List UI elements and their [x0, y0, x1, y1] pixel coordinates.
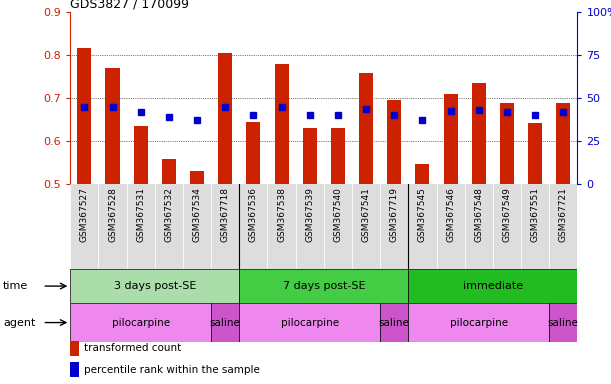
Text: saline: saline [210, 318, 241, 328]
Bar [70, 269, 240, 303]
Bar [70, 184, 98, 269]
Bar [493, 184, 521, 269]
Bar [134, 126, 148, 184]
Bar [268, 184, 296, 269]
Bar [183, 184, 211, 269]
Text: GSM367551: GSM367551 [530, 187, 540, 242]
Bar [380, 303, 408, 342]
Text: GSM367540: GSM367540 [334, 187, 342, 242]
Text: GSM367545: GSM367545 [418, 187, 427, 242]
Bar [240, 184, 268, 269]
Text: GSM367528: GSM367528 [108, 187, 117, 242]
Bar [352, 184, 380, 269]
Bar [415, 164, 430, 184]
Text: GSM367531: GSM367531 [136, 187, 145, 242]
Bar [106, 68, 120, 184]
Bar [408, 269, 577, 303]
Bar [408, 303, 549, 342]
Text: GSM367527: GSM367527 [80, 187, 89, 242]
Bar [70, 303, 211, 342]
Text: GSM367718: GSM367718 [221, 187, 230, 242]
Text: GSM367532: GSM367532 [164, 187, 174, 242]
Text: percentile rank within the sample: percentile rank within the sample [84, 364, 260, 375]
Bar [274, 64, 288, 184]
Text: GDS3827 / 170099: GDS3827 / 170099 [70, 0, 189, 10]
Bar [70, 362, 79, 377]
Text: pilocarpine: pilocarpine [280, 318, 339, 328]
Bar [98, 184, 126, 269]
Bar [324, 184, 352, 269]
Bar [331, 128, 345, 184]
Bar [190, 171, 204, 184]
Text: saline: saline [379, 318, 410, 328]
Bar [472, 83, 486, 184]
Bar [436, 184, 465, 269]
Bar [444, 94, 458, 184]
Bar [240, 269, 408, 303]
Bar [296, 184, 324, 269]
Bar [70, 341, 79, 356]
Text: GSM367536: GSM367536 [249, 187, 258, 242]
Text: GSM367534: GSM367534 [192, 187, 202, 242]
Bar [211, 184, 240, 269]
Text: GSM367546: GSM367546 [446, 187, 455, 242]
Text: GSM367538: GSM367538 [277, 187, 286, 242]
Bar [500, 103, 514, 184]
Bar [155, 184, 183, 269]
Bar [211, 303, 240, 342]
Text: agent: agent [3, 318, 35, 328]
Bar [126, 184, 155, 269]
Text: GSM367549: GSM367549 [502, 187, 511, 242]
Text: GSM367719: GSM367719 [390, 187, 399, 242]
Text: GSM367541: GSM367541 [362, 187, 371, 242]
Bar [246, 122, 260, 184]
Text: 3 days post-SE: 3 days post-SE [114, 281, 196, 291]
Bar [380, 184, 408, 269]
Text: pilocarpine: pilocarpine [450, 318, 508, 328]
Text: time: time [3, 281, 28, 291]
Bar [521, 184, 549, 269]
Bar [240, 303, 380, 342]
Text: GSM367548: GSM367548 [474, 187, 483, 242]
Bar [218, 53, 232, 184]
Text: transformed count: transformed count [84, 343, 181, 354]
Bar [408, 184, 436, 269]
Text: saline: saline [548, 318, 579, 328]
Bar [549, 303, 577, 342]
Text: GSM367721: GSM367721 [559, 187, 568, 242]
Bar [528, 122, 542, 184]
Text: pilocarpine: pilocarpine [112, 318, 170, 328]
Bar [549, 184, 577, 269]
Text: GSM367539: GSM367539 [306, 187, 314, 242]
Bar [556, 103, 570, 184]
Bar [387, 100, 401, 184]
Bar [465, 184, 493, 269]
Text: immediate: immediate [463, 281, 523, 291]
Bar [302, 128, 316, 184]
Text: 7 days post-SE: 7 days post-SE [282, 281, 365, 291]
Bar [78, 48, 92, 184]
Bar [359, 73, 373, 184]
Bar [162, 159, 176, 184]
